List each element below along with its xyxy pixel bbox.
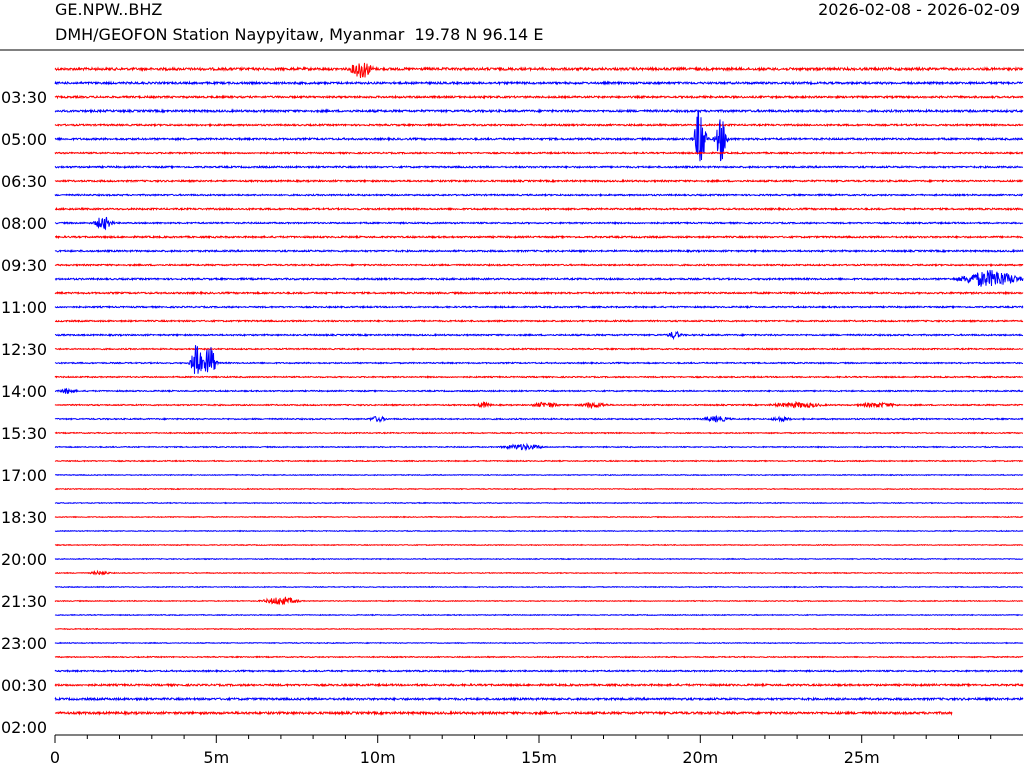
trace-line-17 xyxy=(54,304,1024,310)
date-range: 2026-02-08 - 2026-02-09 xyxy=(818,0,1020,19)
time-label: 06:30 xyxy=(1,172,47,191)
trace-line-3 xyxy=(54,108,1024,114)
trace-line-16 xyxy=(54,290,1024,296)
trace-line-31 xyxy=(54,501,1024,505)
trace-line-18 xyxy=(54,319,1024,324)
trace-line-0 xyxy=(54,62,1024,79)
trace-line-43 xyxy=(54,668,1024,674)
trace-line-29 xyxy=(54,473,1024,477)
station-code-title: GE.NPW..BHZ xyxy=(55,0,163,19)
time-label: 11:00 xyxy=(1,298,47,317)
time-labels: 03:30 05:00 06:30 08:00 09:30 11:00 12:30 14:00… xyxy=(1,88,47,737)
time-label: 00:30 xyxy=(1,676,47,695)
trace-line-9 xyxy=(54,192,1024,198)
x-tick-label: 10m xyxy=(360,748,396,767)
time-label: 03:30 xyxy=(1,88,47,107)
trace-line-40 xyxy=(54,627,1024,631)
time-label: 12:30 xyxy=(1,340,47,359)
trace-line-1 xyxy=(54,80,1024,86)
trace-line-37 xyxy=(54,585,1024,589)
x-tick-label: 15m xyxy=(521,748,557,767)
trace-group xyxy=(54,62,1024,717)
trace-line-21 xyxy=(54,345,1023,374)
trace-line-11 xyxy=(54,216,1024,231)
trace-line-8 xyxy=(54,178,1024,184)
trace-line-23 xyxy=(54,387,1024,394)
trace-line-34 xyxy=(54,543,1024,547)
trace-line-19 xyxy=(54,330,1024,341)
trace-line-36 xyxy=(54,569,1024,576)
trace-line-6 xyxy=(54,150,1024,156)
trace-line-44 xyxy=(54,682,1024,688)
time-label: 14:00 xyxy=(1,382,47,401)
trace-line-28 xyxy=(54,459,1024,463)
trace-line-20 xyxy=(54,347,1024,351)
time-label: 09:30 xyxy=(1,256,47,275)
x-axis: 0 5m 10m 15m 20m 25m xyxy=(50,734,1023,767)
trace-line-41 xyxy=(54,641,1024,645)
time-label: 21:30 xyxy=(1,592,47,611)
time-label: 18:30 xyxy=(1,508,47,527)
trace-line-15 xyxy=(54,269,1024,287)
time-label: 17:00 xyxy=(1,466,47,485)
time-label: 08:00 xyxy=(1,214,47,233)
time-label: 20:00 xyxy=(1,550,47,569)
time-label: 23:00 xyxy=(1,634,47,653)
trace-line-30 xyxy=(54,487,1024,491)
trace-line-35 xyxy=(54,557,1024,561)
trace-line-42 xyxy=(54,655,1024,659)
trace-line-32 xyxy=(54,515,1024,519)
x-tick-label: 0 xyxy=(50,748,60,767)
trace-line-24 xyxy=(54,400,1024,410)
station-description: DMH/GEOFON Station Naypyitaw, Myanmar 19… xyxy=(55,25,544,44)
trace-line-7 xyxy=(54,164,1024,170)
trace-line-46 xyxy=(54,710,953,717)
x-tick-label: 25m xyxy=(844,748,880,767)
trace-line-25 xyxy=(54,414,1024,423)
trace-line-27 xyxy=(54,442,1024,452)
time-label: 02:00 xyxy=(1,718,47,737)
trace-line-10 xyxy=(54,206,1024,212)
trace-line-14 xyxy=(54,262,1024,268)
trace-line-4 xyxy=(54,122,1024,128)
x-tick-label: 20m xyxy=(682,748,718,767)
trace-line-22 xyxy=(54,375,1024,379)
trace-line-26 xyxy=(54,431,1023,435)
time-label: 15:30 xyxy=(1,424,47,443)
trace-line-5 xyxy=(54,109,1024,162)
x-tick-label: 5m xyxy=(203,748,229,767)
time-label: 05:00 xyxy=(1,130,47,149)
trace-line-33 xyxy=(54,529,1024,533)
trace-line-13 xyxy=(54,248,1024,254)
trace-line-2 xyxy=(54,94,1024,100)
trace-line-38 xyxy=(54,596,1024,606)
trace-line-39 xyxy=(54,613,1024,617)
trace-line-45 xyxy=(54,696,1024,702)
trace-line-12 xyxy=(55,234,1024,240)
